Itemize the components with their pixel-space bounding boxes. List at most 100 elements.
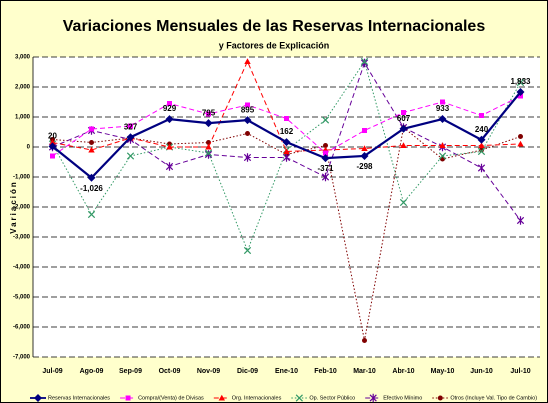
- data-label: -298: [356, 162, 373, 171]
- y-tick-label: 0: [27, 145, 31, 151]
- y-tick-label: 2,000: [15, 85, 31, 91]
- marker: [517, 140, 524, 147]
- x-tick-label: Jul-09: [42, 368, 62, 375]
- marker: [245, 102, 250, 108]
- marker: [321, 116, 330, 124]
- marker: [167, 101, 172, 106]
- marker: [438, 152, 447, 160]
- marker: [399, 124, 408, 133]
- marker: [516, 88, 525, 97]
- marker: [361, 145, 368, 152]
- marker: [128, 123, 133, 129]
- y-tick-label: -3,000: [13, 235, 31, 241]
- legend-label: Op. Sector Público: [309, 395, 355, 401]
- marker: [477, 147, 486, 156]
- data-label: -371: [317, 164, 334, 173]
- marker: [166, 143, 173, 150]
- marker: [362, 128, 367, 133]
- marker: [479, 147, 484, 153]
- legend-marker: [218, 394, 225, 401]
- marker: [205, 143, 212, 150]
- marker: [126, 152, 135, 160]
- marker: [477, 163, 486, 173]
- x-tick-label: Jul-10: [510, 368, 530, 375]
- data-label: 933: [436, 104, 450, 113]
- marker: [401, 110, 406, 115]
- x-tick-label: Ago-09: [80, 368, 104, 375]
- x-tick-label: May-10: [431, 368, 455, 375]
- data-label: 795: [202, 108, 216, 117]
- marker: [438, 115, 447, 124]
- marker: [282, 153, 291, 162]
- marker: [50, 153, 55, 159]
- marker: [360, 57, 369, 66]
- marker: [323, 143, 328, 148]
- data-label: -1,026: [80, 184, 103, 193]
- series: 20 -1,026 327 929 795 895 162 -371 -298 607 933 240…: [48, 77, 531, 193]
- y-tick-label: -6,000: [13, 325, 31, 331]
- y-tick-label: -5,000: [13, 295, 31, 301]
- marker: [204, 119, 213, 128]
- chart-subtitle: y Factores de Explicación: [219, 40, 330, 50]
- marker: [439, 142, 446, 149]
- marker: [283, 148, 290, 155]
- marker: [400, 142, 407, 149]
- legend-marker: [369, 393, 377, 403]
- data-label: 162: [280, 127, 294, 136]
- series: [48, 57, 525, 255]
- legend-label: Reservas Internacionales: [48, 395, 110, 401]
- data-label: 1,833: [510, 77, 531, 86]
- marker: [88, 146, 95, 153]
- legend-marker: [125, 395, 131, 401]
- marker: [49, 139, 56, 146]
- data-label: 20: [48, 132, 57, 141]
- y-tick-label: -7,000: [13, 355, 31, 361]
- y-tick-label: -2,000: [13, 205, 31, 211]
- y-tick-label: -1,000: [13, 175, 31, 181]
- marker: [282, 138, 291, 147]
- marker: [440, 99, 445, 105]
- y-tick-label: 3,000: [15, 55, 31, 61]
- legend-marker: [34, 394, 42, 402]
- marker: [87, 210, 96, 219]
- y-tick-label: -4,000: [13, 265, 31, 271]
- marker: [477, 135, 486, 144]
- data-label: 929: [163, 104, 177, 113]
- marker: [243, 116, 252, 125]
- marker: [360, 151, 369, 160]
- x-tick-label: Dic-09: [237, 368, 258, 375]
- data-label: 327: [124, 122, 138, 131]
- marker: [284, 116, 289, 121]
- marker: [48, 142, 57, 151]
- marker: [362, 338, 367, 343]
- marker: [243, 246, 252, 255]
- marker: [89, 126, 94, 132]
- marker: [165, 115, 174, 124]
- x-tick-label: Nov-09: [197, 368, 220, 375]
- marker: [399, 198, 408, 207]
- y-axis-label: Variación: [9, 180, 18, 234]
- x-tick-label: Sep-09: [119, 368, 142, 375]
- marker: [245, 131, 250, 136]
- marker: [323, 150, 328, 156]
- marker: [89, 140, 94, 145]
- y-tick-label: 1,000: [15, 115, 31, 121]
- marker: [244, 58, 251, 65]
- marker: [165, 162, 174, 171]
- marker: [479, 113, 484, 118]
- legend-label: Efectivo Mínimo: [383, 395, 422, 401]
- x-tick-label: Feb-10: [314, 368, 337, 375]
- data-label: 240: [475, 125, 489, 134]
- marker: [516, 78, 525, 87]
- data-label: 607: [397, 114, 411, 123]
- x-tick-label: Oct-09: [159, 368, 181, 375]
- chart-title: Variaciones Mensuales de las Reservas In…: [63, 18, 486, 35]
- marker: [204, 149, 213, 157]
- marker: [321, 172, 330, 182]
- legend-marker: [437, 395, 443, 401]
- legend-marker: [295, 394, 303, 402]
- marker: [516, 216, 525, 225]
- data-label: 895: [241, 105, 255, 114]
- marker: [87, 173, 96, 182]
